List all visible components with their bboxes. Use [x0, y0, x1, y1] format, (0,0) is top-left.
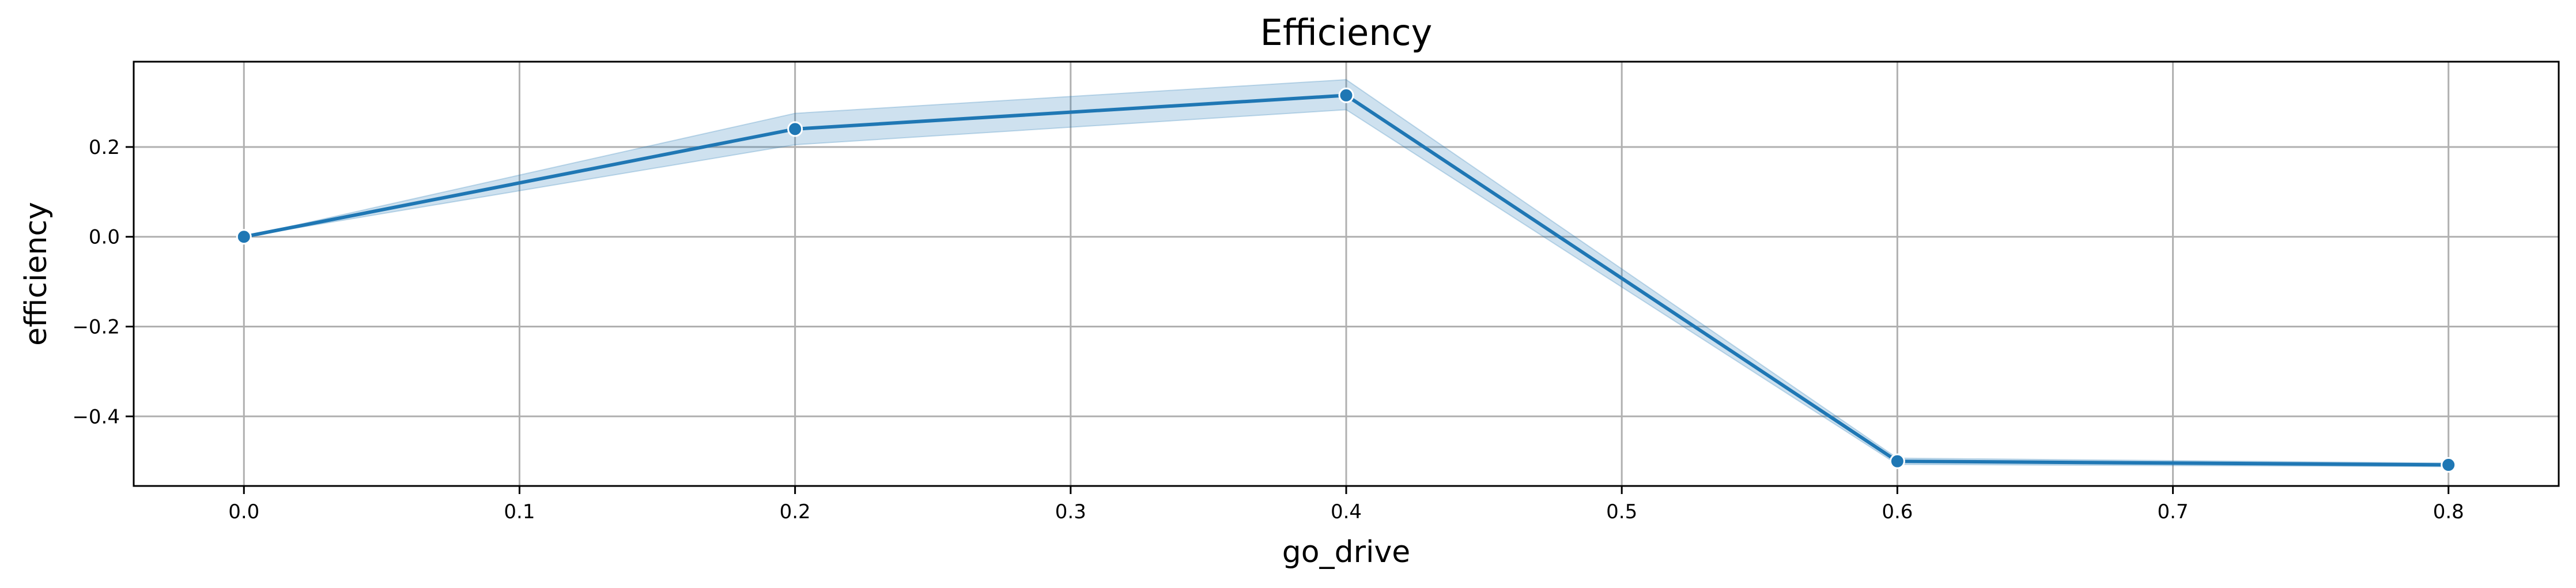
x-tick-label: 0.6 — [1882, 500, 1913, 523]
y-tick-label: 0.0 — [89, 226, 120, 249]
chart-title: Efficiency — [1260, 12, 1433, 54]
x-tick-label: 0.7 — [2158, 500, 2189, 523]
y-axis-label: efficiency — [19, 202, 54, 346]
x-tick-label: 0.2 — [780, 500, 811, 523]
data-point — [236, 229, 252, 245]
data-point — [787, 121, 803, 137]
x-tick-label: 0.8 — [2433, 500, 2464, 523]
data-point — [1889, 453, 1905, 469]
tick-layer: 0.0 0.1 0.2 0.3 0.4 0.5 0.6 0.7 0.8 −0.4 −0.2 0.0 0.… — [72, 136, 2464, 523]
x-tick-label: 0.0 — [228, 500, 259, 523]
x-tick-label: 0.4 — [1331, 500, 1362, 523]
data-point — [1338, 87, 1354, 103]
data-point — [2441, 457, 2457, 473]
y-tick-label: −0.4 — [72, 405, 120, 428]
grid-layer — [134, 62, 2559, 486]
y-tick-label: −0.2 — [72, 316, 120, 339]
x-axis-label: go_drive — [1282, 535, 1410, 570]
marker-layer — [236, 87, 2457, 473]
x-tick-label: 0.3 — [1055, 500, 1086, 523]
x-tick-label: 0.5 — [1606, 500, 1637, 523]
y-tick-label: 0.2 — [89, 136, 120, 159]
x-tick-label: 0.1 — [504, 500, 535, 523]
